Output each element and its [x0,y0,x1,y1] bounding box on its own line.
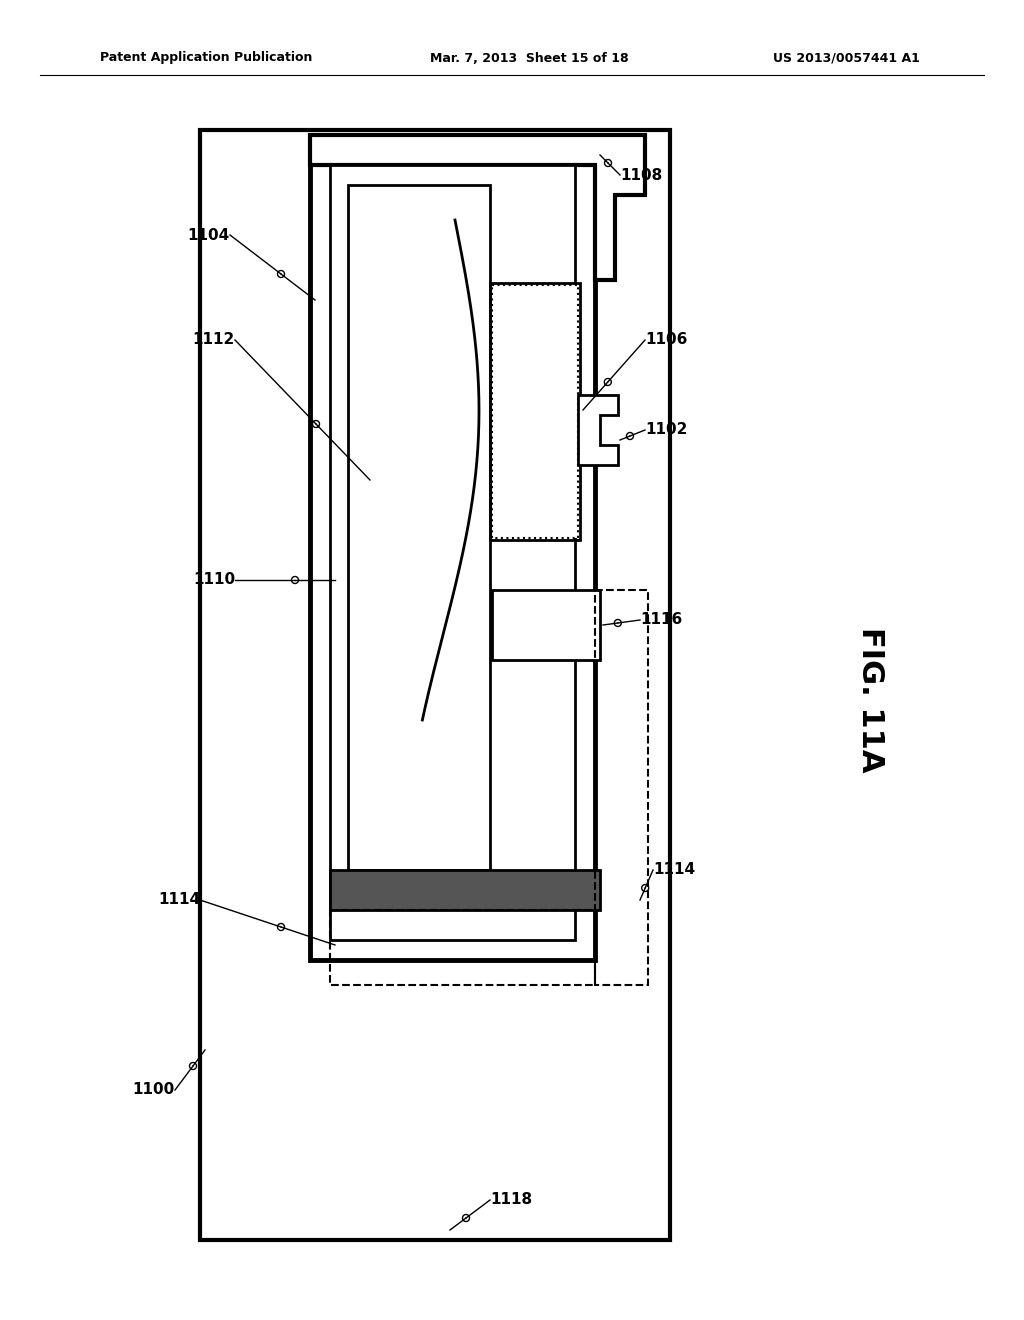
Polygon shape [578,395,618,465]
Text: 1108: 1108 [620,168,663,182]
Text: US 2013/0057441 A1: US 2013/0057441 A1 [773,51,920,65]
Bar [200,129,670,1239]
Text: FIG. 11A: FIG. 11A [855,627,885,772]
Bar [310,145,595,960]
Text: 1116: 1116 [640,612,682,627]
Text: Patent Application Publication: Patent Application Publication [100,51,312,65]
Bar [492,590,600,660]
Bar [330,870,600,909]
Text: 1114: 1114 [653,862,695,878]
Text: 1104: 1104 [187,227,230,243]
Bar [348,185,490,870]
Bar [330,165,575,940]
Text: 1102: 1102 [645,422,687,437]
Text: Mar. 7, 2013  Sheet 15 of 18: Mar. 7, 2013 Sheet 15 of 18 [430,51,629,65]
Bar [490,282,580,540]
Text: 1114: 1114 [158,892,200,908]
Bar [492,285,578,539]
Text: 1118: 1118 [490,1192,532,1208]
Bar [595,590,648,985]
Text: 1112: 1112 [193,333,234,347]
Text: 1110: 1110 [193,573,234,587]
Text: 1100: 1100 [133,1082,175,1097]
Text: 1106: 1106 [645,333,687,347]
Bar [330,909,595,985]
Polygon shape [310,135,645,280]
